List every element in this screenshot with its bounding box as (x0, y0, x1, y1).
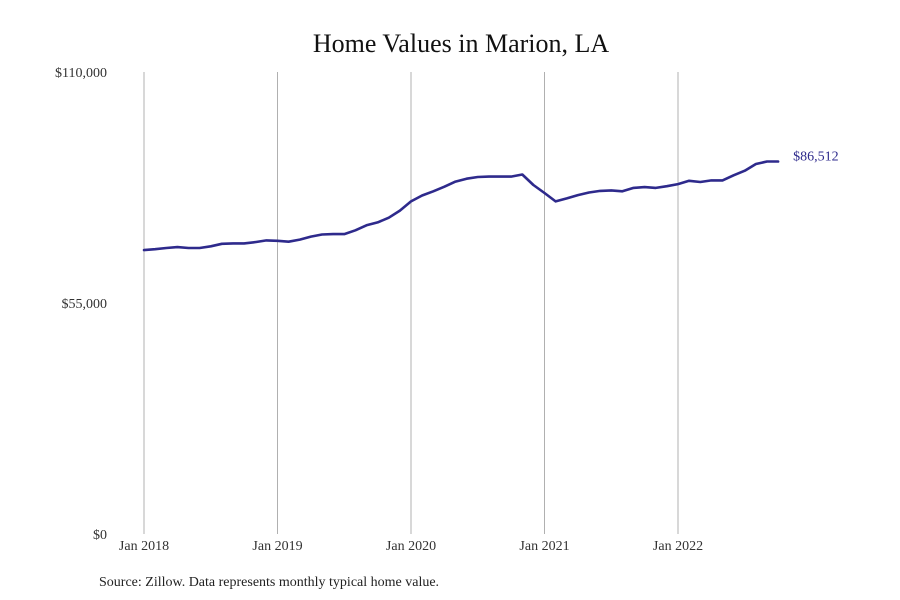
x-tick-label-1: Jan 2019 (252, 539, 302, 554)
y-tick-label-0: $0 (93, 528, 107, 543)
home-value-line (142, 160, 780, 252)
x-axis-ticks: Jan 2018 Jan 2019 Jan 2020 Jan 2021 Jan 2022 (119, 539, 703, 554)
x-tick-label-0: Jan 2018 (119, 539, 169, 554)
y-axis-ticks: $0 $55,000 $110,000 (55, 66, 107, 543)
chart-title: Home Values in Marion, LA (313, 29, 610, 58)
x-tick-label-4: Jan 2022 (653, 539, 703, 554)
y-tick-label-2: $110,000 (55, 66, 107, 81)
x-tick-label-3: Jan 2021 (519, 539, 569, 554)
series-end-label: $86,512 (793, 150, 839, 165)
source-note: Source: Zillow. Data represents monthly … (99, 575, 439, 590)
gridlines (143, 72, 679, 534)
y-tick-label-1: $55,000 (62, 297, 108, 312)
x-tick-label-2: Jan 2020 (386, 539, 436, 554)
